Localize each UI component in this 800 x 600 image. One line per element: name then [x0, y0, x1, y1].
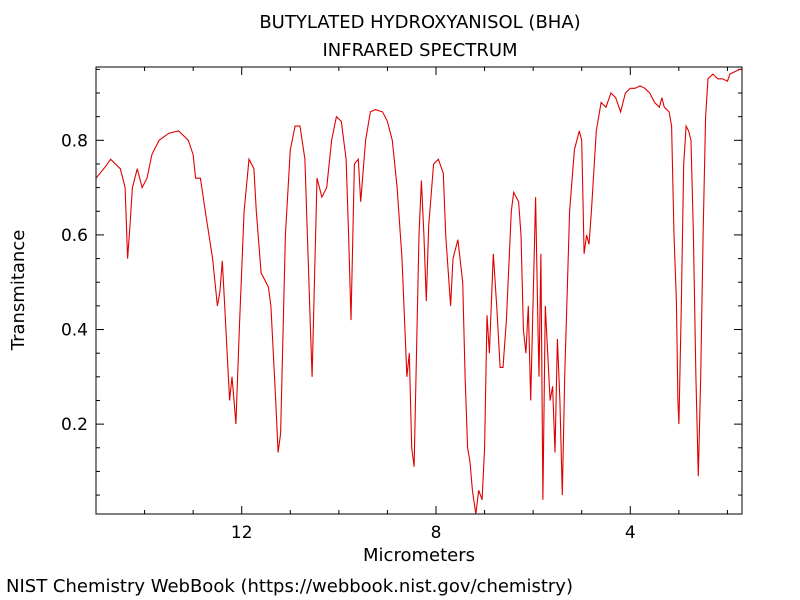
source-footer: NIST Chemistry WebBook (https://webbook.… [6, 576, 573, 597]
x-tick-label: 8 [431, 523, 442, 543]
y-tick-label: 0.8 [61, 131, 88, 151]
chart-subtitle: INFRARED SPECTRUM [322, 40, 517, 61]
axis-ticks: 12 8 4 0.2 0.4 0.6 0.8 [61, 67, 742, 543]
y-tick-label: 0.6 [61, 226, 88, 246]
y-tick-label: 0.4 [61, 321, 88, 341]
x-tick-label: 12 [231, 523, 253, 543]
plot-frame [95, 66, 743, 515]
y-tick-label: 0.2 [61, 415, 88, 435]
x-tick-label: 4 [625, 523, 636, 543]
spectrum-line [95, 68, 742, 515]
x-axis-label: Micrometers [363, 545, 475, 566]
chart-title: BUTYLATED HYDROXYANISOL (BHA) [259, 12, 580, 33]
y-axis-label: Transmitance [8, 230, 29, 352]
